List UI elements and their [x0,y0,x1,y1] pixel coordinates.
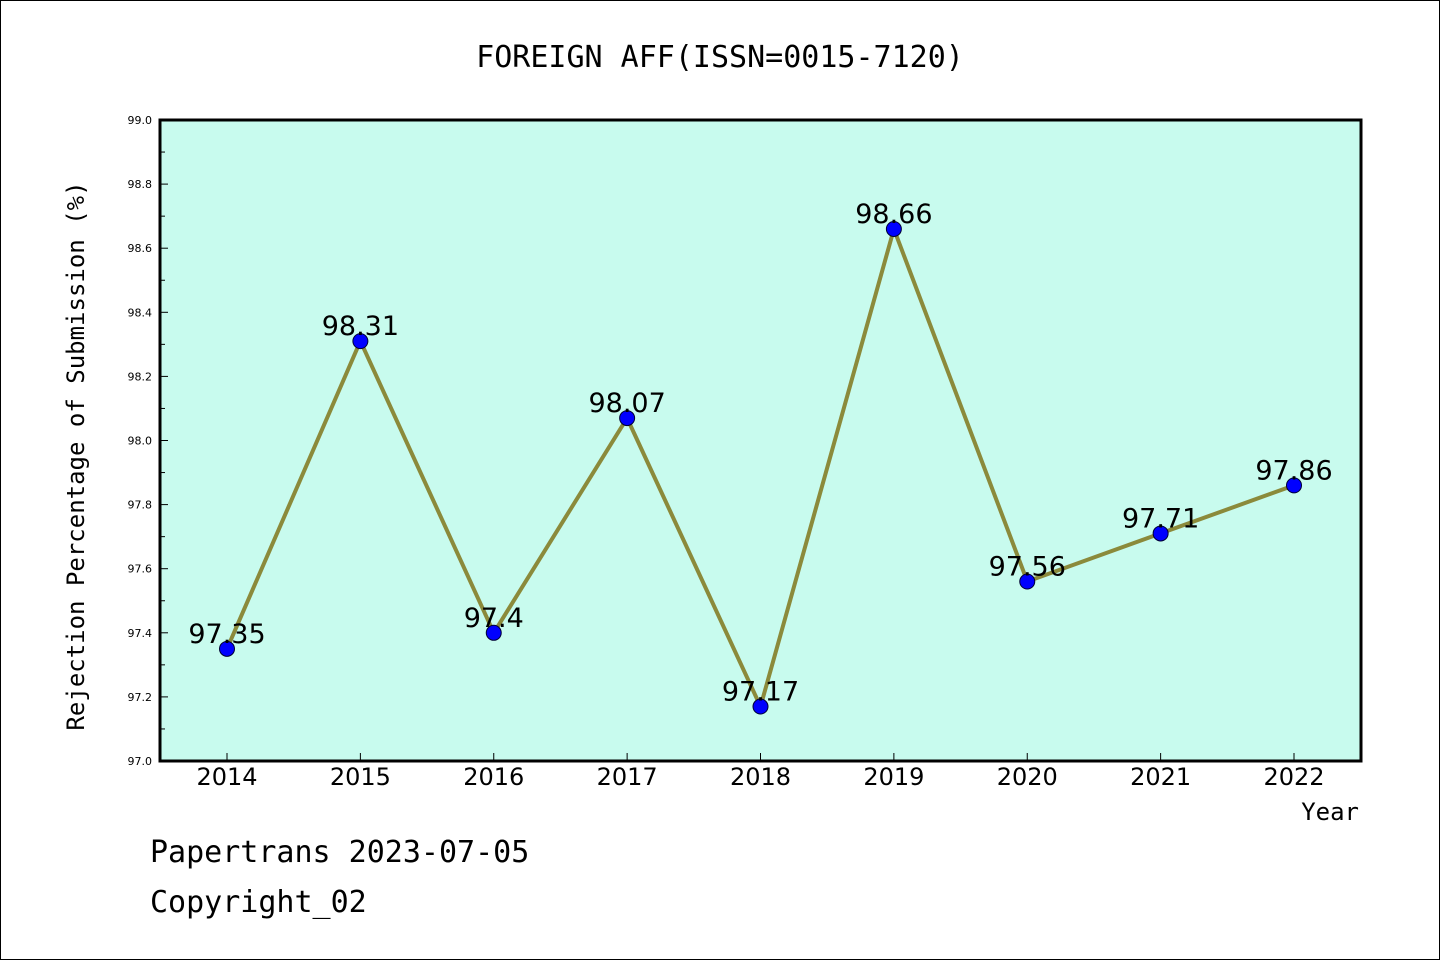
data-point [1152,525,1169,542]
data-label: 98.66 [855,199,932,230]
x-tick-label: 2017 [597,763,658,791]
footer-copyright: Copyright_02 [150,885,367,920]
data-point [885,220,902,237]
data-label: 97.17 [722,677,799,708]
footer-date: Papertrans 2023-07-05 [150,835,530,870]
data-point [1286,477,1302,494]
y-tick-label: 97.6 [128,563,153,576]
y-tick-label: 98.0 [128,435,153,448]
y-tick-label: 97.4 [128,627,153,640]
x-tick-label: 2020 [997,763,1058,791]
x-tick-label: 2019 [863,763,924,791]
x-tick-label: 2022 [1263,763,1324,791]
x-tick-label: 2016 [463,763,524,791]
data-label: 97.56 [989,552,1066,583]
data-point [352,333,369,350]
plot-border [158,118,1363,763]
y-tick-label: 98.6 [128,242,153,255]
data-points [219,220,1302,715]
data-point [485,624,502,641]
data-label: 97.71 [1122,503,1199,534]
y-axis-label: Rejection Percentage of Submission (%) [62,181,90,730]
plot-area [160,120,1361,761]
data-labels: 97.35 98.31 97.4 98.07 97.17 98.66 97.56 97.71 9… [188,199,1332,708]
y-tick-label: 98.4 [128,306,153,319]
data-point [619,410,636,427]
data-label: 98.31 [322,311,399,342]
data-label: 97.35 [188,619,265,650]
y-tick-label: 97.2 [128,691,153,704]
x-axis-ticks: 2014 2015 2016 2017 2018 2019 2020 2021 2022 [196,753,1325,791]
y-tick-label: 97.8 [128,499,153,512]
x-tick-label: 2021 [1130,763,1191,791]
data-label: 98.07 [588,388,665,419]
data-point [219,640,235,657]
y-tick-label: 97.0 [128,755,153,768]
y-tick-label: 99.0 [128,114,153,127]
x-axis-label: Year [1301,798,1359,826]
y-tick-label: 98.8 [128,178,153,191]
chart-title: FOREIGN AFF(ISSN=0015-7120) [476,40,964,75]
y-axis-ticks: 97.0 97.2 97.4 97.6 97.8 98.0 98.2 98.4 98.6 98.8… [128,114,168,768]
x-tick-label: 2014 [196,763,257,791]
x-tick-label: 2015 [330,763,391,791]
data-label: 97.86 [1255,455,1332,486]
data-point [1019,573,1036,590]
data-point [752,698,769,715]
x-tick-label: 2018 [730,763,791,791]
y-tick-label: 98.2 [128,370,153,383]
data-label: 97.4 [464,603,524,634]
